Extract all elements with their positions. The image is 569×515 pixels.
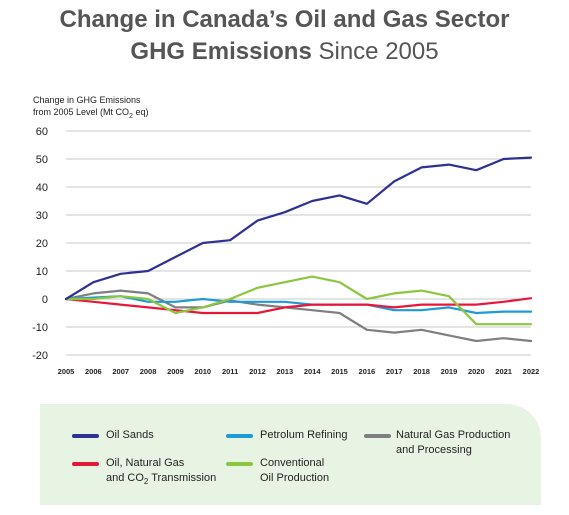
x-tick-label: 2018 xyxy=(413,367,430,376)
legend-label-natural-gas: Natural Gas Production and Processing xyxy=(396,428,510,458)
legend-label-transmission: Oil, Natural Gas and CO2 Transmission xyxy=(106,456,216,489)
y-axis-label-line1: Change in GHG Emissions xyxy=(33,95,141,105)
legend-label-natural-gas-line2: and Processing xyxy=(396,444,472,456)
legend-label-transmission-post: Transmission xyxy=(148,472,217,484)
x-tick-label: 2019 xyxy=(441,367,458,376)
chart-title-line2: GHG Emissions Since 2005 xyxy=(0,36,569,68)
y-tick-label: 0 xyxy=(42,294,48,306)
x-tick-label: 2007 xyxy=(112,367,129,376)
legend-swatch-petroleum-refining xyxy=(226,434,253,438)
series-line-conventional-oil-production xyxy=(64,275,533,326)
legend-label-natural-gas-line1: Natural Gas Production xyxy=(396,429,511,441)
legend-label-conventional-oil-line2: Oil Production xyxy=(260,472,330,484)
legend-label-oil-sands: Oil Sands xyxy=(106,429,154,441)
chart-title-bold: GHG Emissions xyxy=(130,38,312,65)
series-line-natural-gas-production-and-processing xyxy=(64,289,533,343)
series-line-oil-sands xyxy=(64,156,533,301)
legend-label-transmission-line2: and CO2 Transmission xyxy=(106,471,216,489)
x-tick-label: 2016 xyxy=(359,367,376,376)
line-chart: -20 -10 0 10 20 30 40 50 60 2005 2006 2007 2008 2009 2… xyxy=(32,126,540,376)
legend-label-petroleum-refining: Petrolum Refining xyxy=(260,429,348,441)
x-tick-label: 2020 xyxy=(468,367,485,376)
y-axis-label: Change in GHG Emissions from 2005 Level … xyxy=(33,94,148,123)
x-tick-label: 2017 xyxy=(386,367,403,376)
x-tick-label: 2022 xyxy=(523,367,540,376)
chart-title-line1: Change in Canada’s Oil and Gas Sector xyxy=(59,6,510,33)
legend-label-transmission-line1: Oil, Natural Gas xyxy=(106,457,185,469)
chart-title-rest: Since 2005 xyxy=(318,38,439,65)
series-line-oil-natural-gas-and-co2-transmission xyxy=(64,297,533,315)
y-tick-label: -10 xyxy=(32,322,48,334)
legend-label-conventional-oil-line1: Conventional xyxy=(260,457,325,469)
x-tick-label: 2021 xyxy=(495,367,512,376)
series-line-petrolum-refining xyxy=(64,295,533,315)
y-tick-label: 30 xyxy=(36,210,48,222)
legend-swatch-transmission xyxy=(72,462,99,466)
legend-swatch-conventional-oil xyxy=(226,462,253,466)
legend-label-transmission-sub: 2 xyxy=(143,477,149,487)
x-tick-label: 2015 xyxy=(331,367,348,376)
x-tick-label: 2009 xyxy=(167,367,184,376)
legend-swatch-oil-sands xyxy=(72,434,99,438)
x-tick-label: 2011 xyxy=(222,367,238,376)
legend: Oil Sands Petrolum Refining Natural Gas … xyxy=(40,404,541,505)
y-axis-label-post: eq) xyxy=(132,107,149,117)
x-tick-label: 2010 xyxy=(194,367,211,376)
legend-swatch-natural-gas xyxy=(364,434,391,438)
y-tick-label: -20 xyxy=(32,350,48,362)
y-tick-label: 20 xyxy=(36,238,48,250)
y-tick-label: 60 xyxy=(36,126,48,138)
y-axis-label-line2: from 2005 Level (Mt CO2 eq) xyxy=(33,106,148,123)
x-tick-label: 2005 xyxy=(58,367,75,376)
x-tick-label: 2006 xyxy=(85,367,102,376)
y-axis-label-sub: 2 xyxy=(129,112,133,120)
x-tick-label: 2013 xyxy=(276,367,293,376)
legend-label-transmission-pre: and CO xyxy=(106,472,144,484)
legend-label-conventional-oil: Conventional Oil Production xyxy=(260,456,329,486)
y-tick-label: 50 xyxy=(36,154,48,166)
y-axis-label-pre: from 2005 Level (Mt CO xyxy=(33,107,130,117)
y-tick-label: 10 xyxy=(36,266,48,278)
x-tick-label: 2012 xyxy=(249,367,266,376)
x-tick-label: 2008 xyxy=(140,367,157,376)
x-tick-label: 2014 xyxy=(304,367,322,376)
y-tick-label: 40 xyxy=(36,182,48,194)
